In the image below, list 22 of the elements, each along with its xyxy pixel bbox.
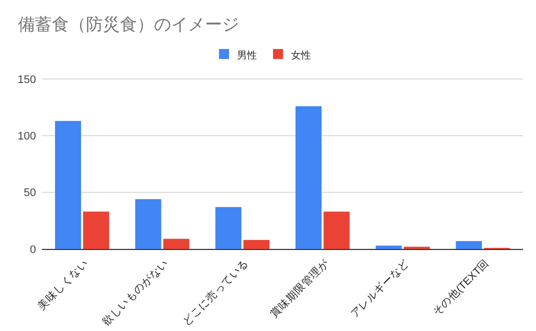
- legend-label: 男性: [237, 50, 257, 62]
- x-tick-label: 賞味期限管理が: [268, 256, 332, 320]
- x-tick-label: アレルギーなど: [348, 257, 412, 320]
- y-tick-label: 50: [24, 187, 36, 200]
- bar: [243, 240, 270, 249]
- bar: [55, 120, 82, 249]
- bar: [296, 106, 322, 249]
- y-tick-label: 100: [18, 130, 36, 143]
- bar: [456, 241, 482, 249]
- y-tick-label: 0: [30, 244, 36, 256]
- legend-label: 女性: [291, 50, 311, 62]
- bar: [324, 212, 350, 249]
- bar: [135, 199, 162, 249]
- bar: [215, 207, 242, 249]
- bar: [376, 246, 402, 249]
- bar: [163, 238, 190, 249]
- x-tick-label: どこに売っている: [180, 256, 252, 328]
- x-tick-label: 美味しくない: [34, 256, 91, 312]
- chart-title: 備蓄食（防災食）のイメージ: [18, 15, 239, 34]
- x-tick-label: 欲しいものがない: [100, 257, 171, 328]
- bar: [83, 212, 110, 249]
- y-tick-label: 150: [18, 74, 36, 86]
